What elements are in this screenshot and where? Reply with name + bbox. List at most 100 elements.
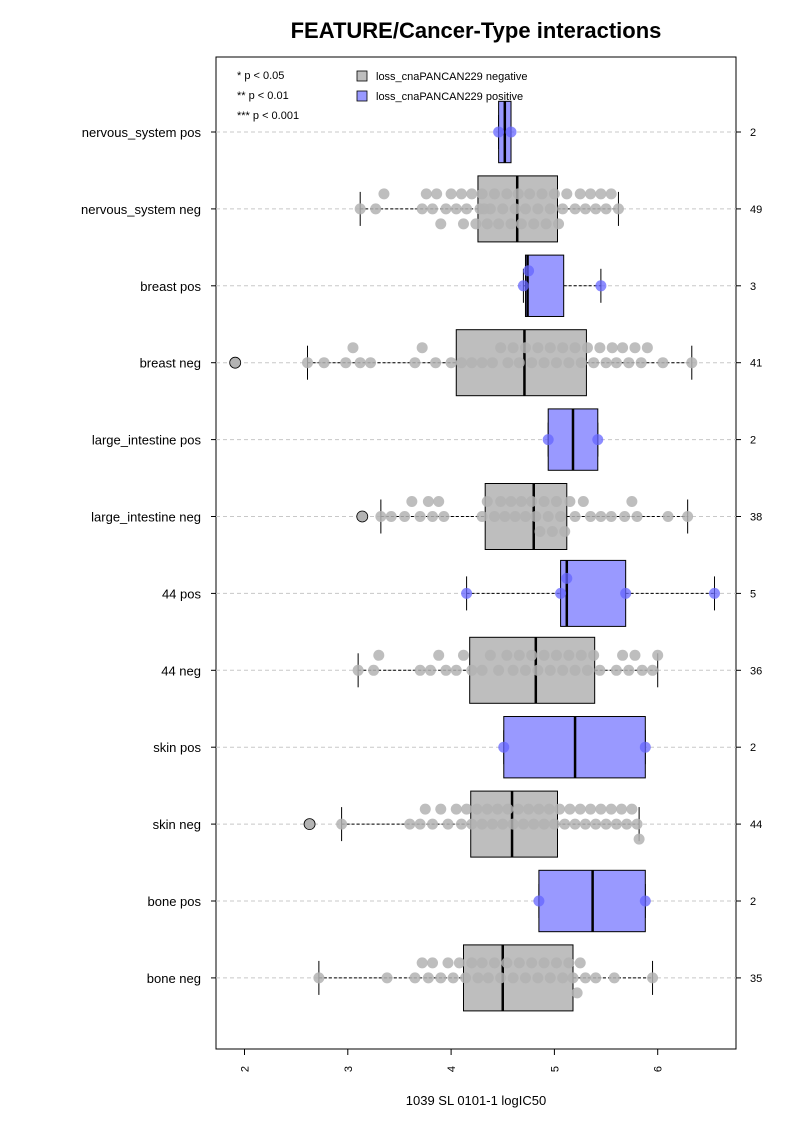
data-point [488,188,500,200]
data-point [623,357,635,369]
data-point [532,972,544,984]
data-point [532,664,544,676]
data-point [513,649,525,661]
data-point [419,803,431,815]
significance-legend-item: *** p < 0.001 [237,110,299,122]
data-point [605,188,617,200]
data-point [592,434,604,446]
data-point [595,280,607,292]
data-point [416,203,428,215]
data-point [373,649,385,661]
data-point [507,818,519,830]
data-point [546,526,558,537]
data-point [399,511,411,522]
data-point [495,496,507,507]
data-point [501,188,513,200]
data-point [427,818,439,830]
data-point [605,803,617,815]
data-point [519,511,531,522]
n-label: 5 [750,588,756,600]
data-point [557,664,569,676]
data-point [641,342,653,354]
data-point [574,957,586,969]
data-point [600,818,612,830]
data-point [512,803,524,815]
data-point [501,649,513,661]
legend-swatch [356,90,368,102]
data-point [505,126,517,138]
data-point [493,126,505,138]
data-point [564,803,576,815]
data-point [569,664,581,676]
data-point [564,496,576,507]
data-point [519,342,531,354]
data-point [647,972,659,984]
data-point [550,357,562,369]
data-point [550,957,562,969]
data-point [631,511,643,522]
data-point [524,188,536,200]
data-point [569,818,581,830]
data-point [631,818,643,830]
box [560,559,627,627]
data-point [488,957,500,969]
data-point [493,664,505,676]
data-point [536,188,548,200]
data-point [517,280,529,292]
data-point [427,203,439,215]
data-point [557,972,569,984]
data-point [476,188,488,200]
data-point [486,357,498,369]
data-point [340,357,352,369]
data-point [581,664,593,676]
data-point [559,526,571,537]
data-point [416,957,428,969]
data-point [442,957,454,969]
data-point [368,664,380,676]
data-point [544,664,556,676]
data-point [450,203,462,215]
data-point [457,218,469,230]
data-point [460,972,472,984]
data-point [550,496,562,507]
data-point [532,203,544,215]
data-point [406,496,418,507]
data-point [533,803,545,815]
data-point [484,649,496,661]
data-point [378,188,390,200]
data-point [404,818,416,830]
data-point [538,818,550,830]
data-point [495,342,507,354]
data-point [569,203,581,215]
data-point [569,342,581,354]
data-point [505,496,517,507]
data-point [538,957,550,969]
data-point [544,203,556,215]
data-point [623,664,635,676]
data-point [610,664,622,676]
data-point [498,741,510,753]
data-point [461,803,473,815]
points-layer [229,126,721,999]
data-point [595,511,607,522]
data-point [481,218,493,230]
significance-legend: * p < 0.05 ** p < 0.01 *** p < 0.001 [237,70,299,122]
data-point [420,188,432,200]
data-point [612,203,624,215]
data-point [533,895,545,907]
data-point [466,957,478,969]
data-point [626,496,638,507]
data-point [476,357,488,369]
data-point [590,818,602,830]
n-label: 49 [750,204,762,216]
data-point [509,203,521,215]
data-point [554,803,566,815]
data-point [495,972,507,984]
data-point [542,511,554,522]
data-point [574,188,586,200]
data-point [647,664,659,676]
data-point [497,203,509,215]
data-point [430,357,442,369]
data-point [414,664,426,676]
